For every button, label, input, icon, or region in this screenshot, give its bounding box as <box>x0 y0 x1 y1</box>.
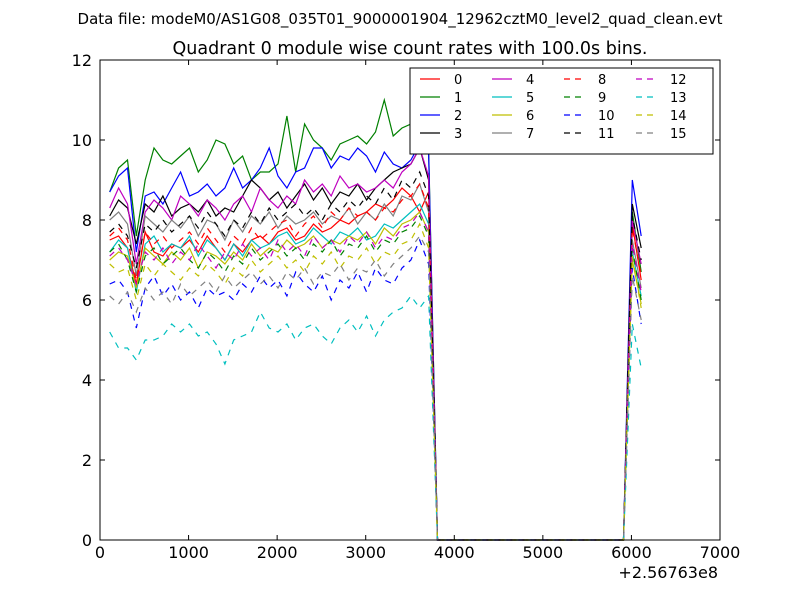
y-tick-label: 0 <box>82 531 92 550</box>
y-tick-label: 8 <box>82 211 92 230</box>
legend-label-13: 13 <box>670 91 687 106</box>
y-tick-label: 4 <box>82 371 92 390</box>
x-tick-label: 6000 <box>611 543 652 562</box>
series-line-8 <box>109 182 642 541</box>
legend-label-8: 8 <box>598 73 606 88</box>
legend-label-15: 15 <box>670 127 687 142</box>
x-tick-label: 2000 <box>257 543 298 562</box>
x-tick-label: 1000 <box>168 543 209 562</box>
x-tick-label: 4000 <box>434 543 475 562</box>
legend-label-14: 14 <box>670 109 687 124</box>
legend-label-9: 9 <box>598 91 606 106</box>
legend-frame <box>409 67 714 155</box>
x-tick-label: 0 <box>95 543 105 562</box>
legend-label-5: 5 <box>526 91 534 106</box>
legend-label-12: 12 <box>670 73 687 88</box>
chart-title: Quadrant 0 module wise count rates with … <box>173 39 648 59</box>
x-tick-label: 5000 <box>522 543 563 562</box>
y-tick-label: 12 <box>72 51 92 70</box>
legend-label-11: 11 <box>598 127 615 142</box>
x-offset-label: +2.56763e8 <box>618 563 718 582</box>
x-tick-label: 7000 <box>700 543 741 562</box>
legend-label-6: 6 <box>526 109 534 124</box>
y-tick-label: 2 <box>82 451 92 470</box>
plot-area: 0 1000 2000 3000 4000 5000 6000 7000 024681012 … <box>72 51 741 582</box>
legend-label-0: 0 <box>454 73 462 88</box>
legend-label-2: 2 <box>454 109 462 124</box>
legend-label-3: 3 <box>454 127 462 142</box>
y-tick-label: 10 <box>72 131 92 150</box>
figure-suptitle: Data file: modeM0/AS1G08_035T01_90000019… <box>78 10 723 29</box>
x-axis: 0 1000 2000 3000 4000 5000 6000 7000 <box>95 60 740 562</box>
y-tick-label: 6 <box>82 291 92 310</box>
x-tick-label: 3000 <box>345 543 386 562</box>
legend-label-4: 4 <box>526 73 534 88</box>
legend-label-7: 7 <box>526 127 534 142</box>
legend-label-1: 1 <box>454 91 462 106</box>
series-line-9 <box>109 214 642 541</box>
legend-label-10: 10 <box>598 109 615 124</box>
